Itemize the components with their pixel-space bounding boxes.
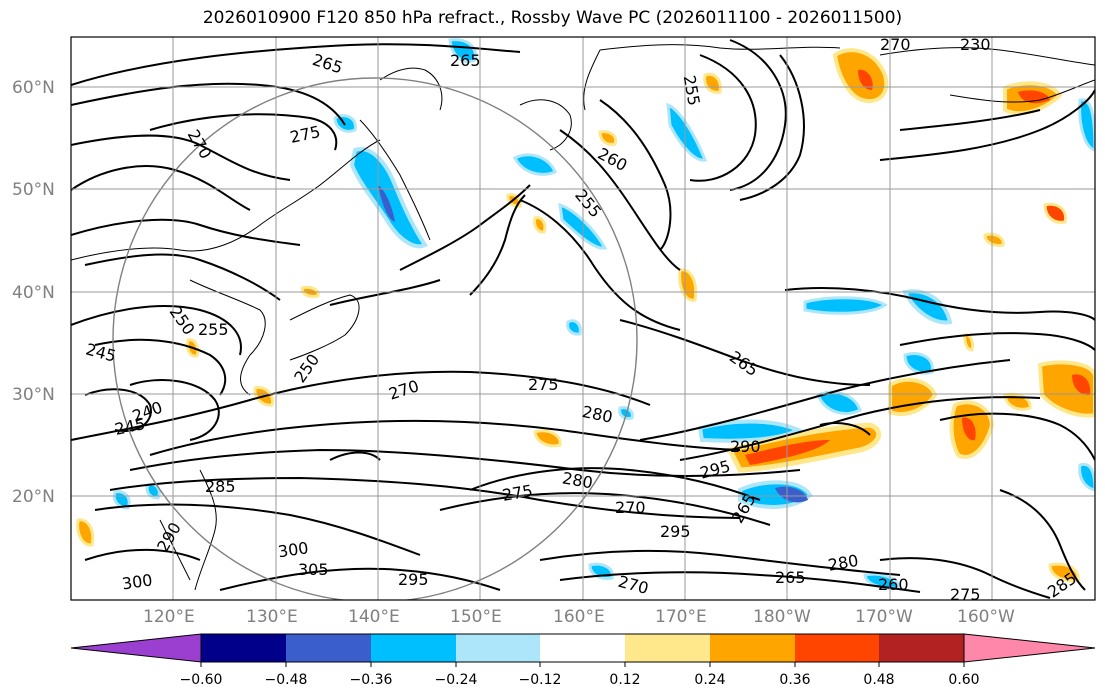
contour-label: 275 (528, 375, 559, 394)
contour-label: 295 (398, 570, 429, 589)
positive-anomaly-patch (76, 518, 95, 547)
lat-label: 40°N (12, 283, 55, 303)
colorbar-segment (286, 634, 371, 662)
reference-circle (112, 77, 638, 600)
positive-anomaly-patch (1018, 90, 1050, 104)
lat-label: 60°N (12, 78, 55, 98)
lat-label: 30°N (12, 385, 55, 405)
colorbar-segment (879, 634, 964, 662)
positive-anomaly-patch (963, 333, 974, 352)
colorbar-segment (371, 634, 456, 662)
lon-label: 180°W (753, 607, 811, 627)
contour-label: 285 (205, 477, 236, 496)
positive-anomaly-patch (962, 417, 976, 441)
colorbar-tick-label: −0.60 (180, 672, 223, 688)
graticule (71, 37, 1095, 600)
map-title: 2026010900 F120 850 hPa refract., Rossby… (202, 8, 903, 28)
contour-label: 265 (450, 51, 481, 70)
colorbar-segment (710, 634, 795, 662)
contour-label: 290 (730, 437, 761, 456)
lon-label: 140°E (348, 607, 400, 627)
colorbar-tick-label: −0.48 (265, 672, 308, 688)
lon-label: 130°E (246, 607, 298, 627)
longitude-labels: 120°E 130°E 140°E 150°E 160°E 170°E 180°… (143, 607, 1015, 627)
lon-label: 120°E (143, 607, 195, 627)
contour-label: 230 (960, 35, 991, 54)
positive-anomaly-patch (858, 69, 873, 90)
negative-anomaly-patch (448, 38, 477, 64)
positive-anomaly-patch (533, 216, 547, 234)
colorbar-tick-label: −0.36 (350, 672, 393, 688)
contour-label: 305 (298, 560, 329, 579)
colorbar-segment (201, 634, 286, 662)
colorbar-extend-low (70, 633, 202, 663)
negative-anomaly-patch (349, 147, 428, 249)
negative-anomaly-patch (378, 185, 395, 222)
contour-label: 300 (121, 570, 154, 593)
positive-anomaly-patch (678, 268, 698, 302)
lon-label: 160°W (957, 607, 1015, 627)
negative-anomaly-patch (903, 352, 934, 375)
positive-anomaly-patch (1072, 374, 1091, 396)
negative-anomaly-patch (1078, 462, 1095, 492)
contour-label: 300 (277, 538, 310, 561)
anomaly-shading (76, 38, 1095, 590)
lon-label: 170°W (855, 607, 913, 627)
colorbar-tick-label: 0.60 (948, 672, 979, 688)
colorbar-segment (795, 634, 879, 662)
latitude-labels: 60°N 50°N 40°N 30°N 20°N (12, 78, 55, 507)
colorbar-tick-label: 0.12 (609, 672, 640, 688)
positive-anomaly-patch (598, 130, 618, 146)
negative-anomaly-patch (697, 419, 803, 443)
positive-anomaly-patch (1043, 202, 1068, 224)
lat-label: 20°N (12, 487, 55, 507)
colorbar-tick-label: 0.24 (694, 672, 725, 688)
positive-anomaly-patch (983, 232, 1005, 247)
map-border (70, 36, 1096, 601)
negative-anomaly-patch (566, 319, 582, 336)
colorbar-tick-label: 0.48 (863, 672, 894, 688)
colorbar-ticks (200, 662, 965, 667)
negative-anomaly-patch (803, 296, 888, 315)
colorbar-tick-label: −0.24 (435, 672, 478, 688)
positive-anomaly-patch (703, 72, 722, 94)
contour-label: 295 (660, 522, 691, 541)
lon-label: 150°E (450, 607, 502, 627)
lon-label: 160°E (553, 607, 605, 627)
negative-anomaly-patch (1078, 98, 1095, 152)
colorbar-tick-labels: −0.60 −0.48 −0.36 −0.24 −0.12 0.12 0.24 … (180, 672, 980, 688)
contour-label: 260 (878, 575, 909, 594)
colorbar-extend-high (963, 633, 1096, 663)
colorbar-segment (540, 634, 625, 662)
coastlines (71, 44, 1095, 591)
negative-anomaly-patch (513, 153, 557, 176)
colorbar-tick-label: 0.36 (779, 672, 810, 688)
negative-anomaly-patch (666, 102, 708, 162)
colorbar-segment (625, 634, 710, 662)
positive-anomaly-patch (533, 429, 562, 448)
colorbar: −0.60 −0.48 −0.36 −0.24 −0.12 0.12 0.24 … (70, 633, 1096, 688)
lon-label: 170°E (655, 607, 707, 627)
negative-anomaly-patch (775, 486, 808, 503)
colorbar-tick-label: −0.12 (519, 672, 562, 688)
contour-label: 255 (198, 320, 229, 339)
lat-label: 50°N (12, 180, 55, 200)
contour-label: 265 (775, 568, 806, 587)
contour-label: 270 (880, 35, 911, 54)
colorbar-segment (456, 634, 540, 662)
contour-label: 270 (615, 498, 646, 517)
contour-label: 275 (950, 585, 981, 604)
